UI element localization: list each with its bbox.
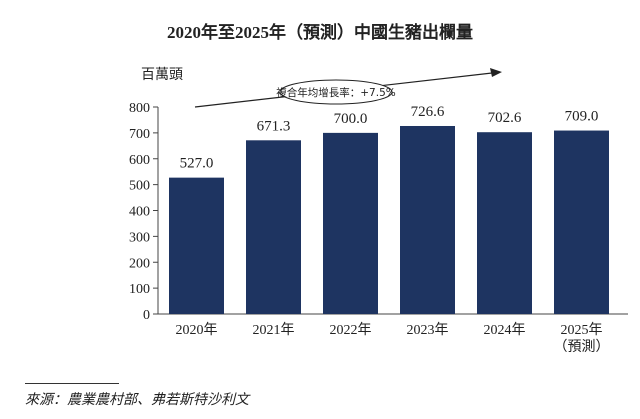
x-tick-label: 2020年: [176, 322, 218, 338]
y-tick-label: 400: [129, 205, 150, 220]
y-tick-label: 700: [129, 127, 150, 142]
x-tick-label: 2025年: [561, 322, 603, 338]
bar-2023年: [400, 125, 455, 314]
data-label: 527.0: [180, 156, 214, 172]
x-tick-sublabel: （預測）: [554, 339, 610, 355]
y-tick-label: 300: [129, 230, 150, 245]
bar-2020年: [169, 177, 224, 314]
chart-title: 2020年至2025年（預測）中國生豬出欄量: [167, 23, 473, 42]
cagr-ellipse: [279, 79, 393, 105]
bar-2021年: [246, 140, 301, 314]
y-tick-label: 800: [129, 101, 150, 116]
bar-2022年: [323, 132, 378, 314]
y-tick-label: 100: [129, 282, 150, 297]
y-tick-label: 600: [129, 153, 150, 168]
cagr-arrow-head: [490, 68, 502, 77]
x-tick-label: 2022年: [330, 322, 372, 338]
bar-2025年: [554, 130, 609, 314]
source-note: 來源：農業農村部、弗若斯特沙利文: [25, 393, 249, 408]
x-tick-label: 2021年: [253, 322, 295, 338]
y-tick-label: 200: [129, 256, 150, 271]
y-tick-label: 0: [143, 308, 150, 323]
data-label: 709.0: [565, 109, 599, 125]
cagr-annotation: 複合年均增長率：+7.5%: [276, 86, 395, 99]
data-label: 700.0: [334, 111, 368, 127]
data-label: 671.3: [257, 118, 291, 134]
data-label: 702.6: [488, 110, 522, 126]
y-axis-unit: 百萬頭: [141, 68, 183, 83]
x-tick-label: 2024年: [484, 322, 526, 338]
x-tick-label: 2023年: [407, 322, 449, 338]
data-label: 726.6: [411, 104, 445, 120]
y-tick-label: 500: [129, 179, 150, 194]
bar-2024年: [477, 132, 532, 314]
source-divider: [25, 383, 119, 384]
